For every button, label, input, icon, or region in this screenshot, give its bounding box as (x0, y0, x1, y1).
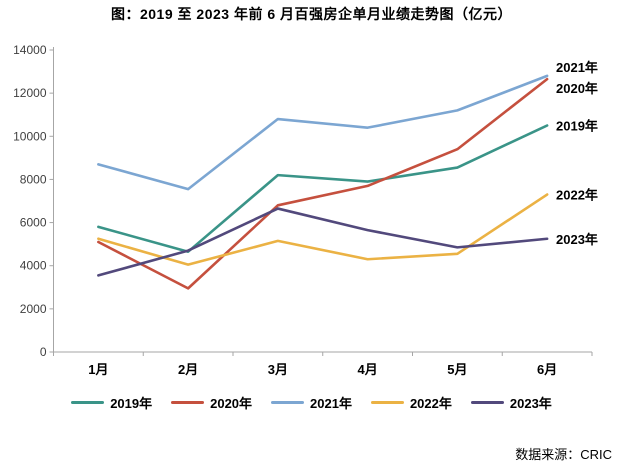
legend-label: 2020年 (210, 396, 253, 411)
legend-label: 2019年 (110, 396, 153, 411)
series-end-label-2023年: 2023年 (556, 232, 598, 247)
x-tick-label: 6月 (537, 362, 557, 377)
legend-swatch-icon (71, 401, 105, 404)
x-tick-label: 2月 (178, 362, 198, 377)
series-line-2021年 (97, 74, 549, 191)
series-end-label-2019年: 2019年 (556, 119, 598, 134)
series-line-2020年 (97, 77, 549, 290)
y-tick-label: 10000 (13, 129, 47, 143)
chart-title: 图：2019 至 2023 年前 6 月百强房企单月业绩走势图（亿元） (110, 6, 513, 22)
y-tick-label: 8000 (20, 172, 47, 186)
source-note: 数据来源：CRIC (515, 447, 612, 462)
x-tick-label: 1月 (88, 362, 108, 377)
legend-swatch-icon (470, 401, 504, 404)
series-end-label-2021年: 2021年 (556, 60, 598, 75)
legend-swatch-icon (171, 401, 205, 404)
y-tick-label: 0 (40, 345, 47, 359)
series-line-2023年 (97, 207, 549, 277)
legend-item-2022年: 2022年 (370, 393, 452, 412)
line-chart-plot: 0 2000 4000 6000 8000 10000 12000 14000 1月 2月 3月 4月… (13, 43, 598, 377)
y-tick-label: 12000 (13, 86, 47, 100)
legend-swatch-icon (271, 401, 305, 404)
legend-item-2019年: 2019年 (71, 393, 152, 412)
x-tick-label: 4月 (358, 362, 378, 377)
series-line-2019年 (97, 124, 549, 253)
legend-label: 2023年 (509, 396, 552, 411)
series-line-2022年 (97, 193, 549, 266)
y-tick-label: 14000 (13, 43, 47, 57)
y-tick-label: 4000 (20, 259, 47, 273)
y-tick-label: 6000 (20, 216, 47, 230)
legend-item-2021年: 2021年 (271, 393, 352, 412)
legend-label: 2022年 (409, 396, 452, 411)
legend-item-2020年: 2020年 (171, 393, 252, 412)
series-end-label-2022年: 2022年 (556, 188, 598, 203)
legend: 2019年 2020年 2021年 2022年 2023年 (0, 393, 623, 412)
x-tick-label: 5月 (447, 362, 467, 377)
series-end-label-2020年: 2020年 (556, 81, 598, 96)
legend-swatch-icon (370, 401, 404, 404)
y-tick-label: 2000 (20, 302, 47, 316)
legend-item-2023年: 2023年 (470, 393, 552, 412)
x-tick-label: 3月 (268, 362, 288, 377)
legend-label: 2021年 (310, 396, 352, 411)
